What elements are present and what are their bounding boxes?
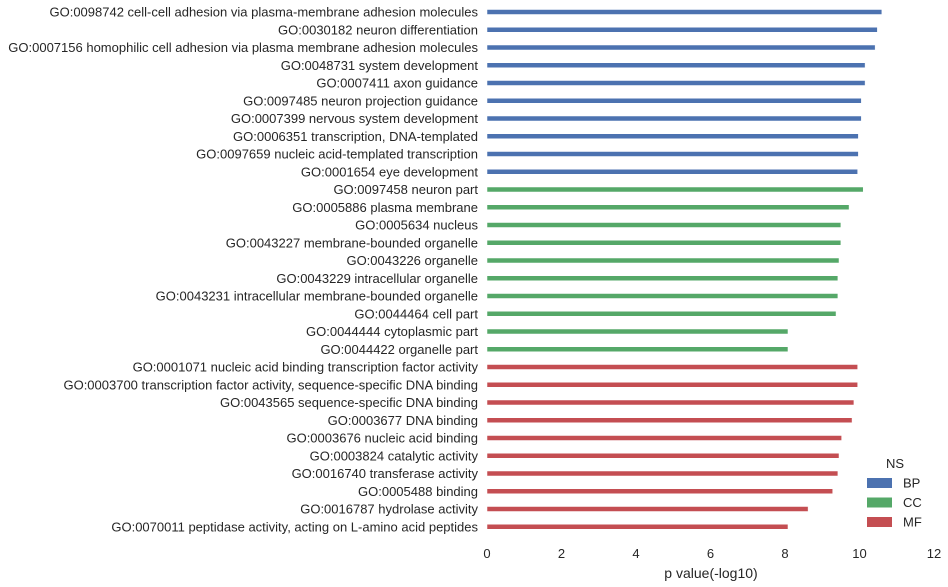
category-label: GO:0043226 organelle (346, 253, 478, 268)
category-label: GO:0043229 intracellular organelle (276, 271, 478, 286)
bar (486, 80, 866, 86)
bar (486, 133, 859, 139)
bars-group (486, 9, 883, 530)
bar (486, 240, 842, 246)
legend-swatch (867, 497, 892, 508)
category-label: GO:0005634 nucleus (355, 218, 478, 233)
x-tick-label: 8 (781, 546, 788, 561)
bar (486, 257, 840, 264)
category-label: GO:0006351 transcription, DNA-templated (233, 129, 478, 144)
x-tick-label: 4 (632, 546, 639, 561)
legend-swatch (867, 517, 892, 527)
bar (486, 417, 853, 423)
category-label: GO:0003824 catalytic activity (310, 448, 479, 463)
category-label: GO:0007399 nervous system development (231, 111, 479, 126)
legend-swatch (867, 478, 892, 488)
category-label: GO:0043565 sequence-specific DNA binding (220, 395, 478, 410)
category-label: GO:0016740 transferase activity (292, 466, 479, 481)
category-label: GO:0043231 intracellular membrane-bounde… (156, 289, 478, 304)
bar (486, 328, 789, 335)
category-label: GO:0007156 homophilic cell adhesion via … (8, 40, 478, 55)
bar (486, 62, 866, 68)
category-label: GO:0070011 peptidase activity, acting on… (111, 519, 478, 534)
category-label: GO:0001071 nucleic acid binding transcri… (133, 360, 479, 375)
category-label: GO:0003677 DNA binding (328, 413, 478, 428)
category-label: GO:0048731 system development (281, 58, 479, 73)
category-label: GO:0044422 organelle part (320, 342, 478, 357)
bar (486, 506, 809, 512)
bar (486, 115, 862, 122)
category-label: GO:0097485 neuron projection guidance (243, 93, 478, 108)
category-label: GO:0043227 membrane-bounded organelle (226, 235, 478, 250)
category-label: GO:0003700 transcription factor activity… (63, 377, 478, 392)
bar (486, 186, 864, 193)
bar (486, 311, 837, 317)
bar (486, 204, 850, 210)
category-label: GO:0098742 cell-cell adhesion via plasma… (49, 5, 478, 20)
bar (486, 98, 862, 104)
x-tick-label: 12 (927, 546, 941, 561)
bar (486, 44, 876, 51)
category-label: GO:0030182 neuron differentiation (278, 22, 478, 37)
bar (486, 275, 839, 281)
x-axis-title: p value(-log10) (664, 565, 757, 581)
category-label: GO:0016787 hydrolase activity (300, 502, 478, 517)
bar (486, 293, 839, 299)
category-label: GO:0005886 plasma membrane (292, 200, 478, 215)
bar (486, 399, 855, 406)
bar (486, 453, 840, 459)
category-labels-group: GO:0098742 cell-cell adhesion via plasma… (8, 5, 478, 535)
bar (486, 27, 878, 33)
bar (486, 488, 833, 494)
x-tick-label: 2 (558, 546, 565, 561)
x-tick-label: 6 (707, 546, 714, 561)
category-label: GO:0007411 axon guidance (316, 76, 478, 91)
bar (486, 346, 789, 352)
category-label: GO:0097659 nucleic acid-templated transc… (196, 147, 478, 162)
bar (486, 169, 858, 175)
legend-label: CC (903, 495, 922, 510)
category-label: GO:0001654 eye development (301, 164, 478, 179)
category-label: GO:0044464 cell part (354, 306, 478, 321)
legend-label: MF (903, 515, 922, 530)
bar (486, 470, 839, 477)
bar (486, 9, 883, 15)
legend-title: NS (886, 456, 904, 471)
category-label: GO:0003676 nucleic acid binding (286, 431, 478, 446)
bar (486, 151, 859, 157)
category-label: GO:0044444 cytoplasmic part (306, 324, 478, 339)
bar (486, 435, 842, 441)
x-tick-label: 0 (483, 546, 490, 561)
x-tick-labels-group: 0 2 4 6 8 10 12 (483, 546, 941, 561)
bar (486, 382, 858, 388)
bar (486, 524, 789, 530)
x-tick-label: 10 (852, 546, 866, 561)
category-label: GO:0097458 neuron part (333, 182, 478, 197)
legend: NS BP CC MF (867, 456, 922, 530)
legend-label: BP (903, 476, 920, 491)
bar (486, 364, 858, 370)
category-label: GO:0005488 binding (358, 484, 478, 499)
bar (486, 222, 842, 228)
